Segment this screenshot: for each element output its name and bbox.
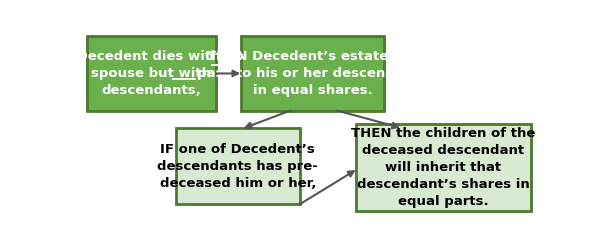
FancyBboxPatch shape bbox=[241, 36, 384, 111]
Text: IF one of Decedent’s
descendants has pre-
deceased him or her,: IF one of Decedent’s descendants has pre… bbox=[157, 143, 318, 190]
Text: THEN Decedent’s estate will
pass to his or her descendants
in equal shares.: THEN Decedent’s estate will pass to his … bbox=[197, 50, 428, 97]
FancyBboxPatch shape bbox=[356, 125, 531, 211]
FancyBboxPatch shape bbox=[87, 36, 216, 111]
FancyBboxPatch shape bbox=[176, 128, 300, 204]
Text: THEN the children of the
deceased descendant
will inherit that
descendant’s shar: THEN the children of the deceased descen… bbox=[351, 127, 535, 208]
Text: IF Decedent dies with no
spouse but with
descendants,: IF Decedent dies with no spouse but with… bbox=[58, 50, 244, 97]
